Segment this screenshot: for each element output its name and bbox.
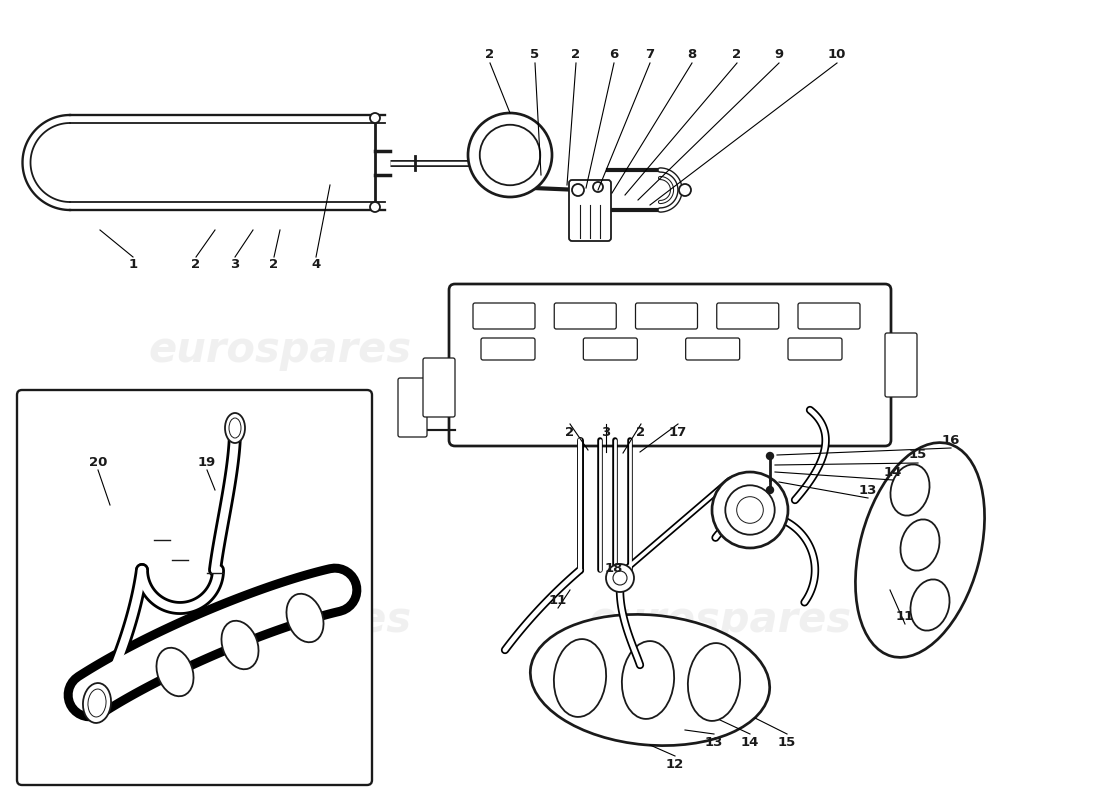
Text: 2: 2 <box>733 49 741 62</box>
Ellipse shape <box>621 641 674 719</box>
Text: eurospares: eurospares <box>148 599 411 641</box>
Circle shape <box>767 486 773 494</box>
Circle shape <box>593 182 603 192</box>
Text: 13: 13 <box>859 483 877 497</box>
Text: 10: 10 <box>828 49 846 62</box>
Text: 2: 2 <box>637 426 646 438</box>
FancyBboxPatch shape <box>398 378 427 437</box>
Circle shape <box>468 113 552 197</box>
Text: 2: 2 <box>270 258 278 271</box>
Ellipse shape <box>82 683 111 723</box>
Text: 2: 2 <box>485 49 495 62</box>
FancyBboxPatch shape <box>685 338 739 360</box>
Circle shape <box>606 564 634 592</box>
Ellipse shape <box>688 643 740 721</box>
Text: 6: 6 <box>609 49 618 62</box>
Text: 3: 3 <box>230 258 240 271</box>
Circle shape <box>679 184 691 196</box>
Ellipse shape <box>856 442 984 658</box>
Text: 11: 11 <box>549 594 568 606</box>
FancyBboxPatch shape <box>481 338 535 360</box>
Text: eurospares: eurospares <box>148 329 411 371</box>
Text: 17: 17 <box>669 426 688 438</box>
Text: 16: 16 <box>942 434 960 446</box>
Ellipse shape <box>911 579 949 630</box>
FancyBboxPatch shape <box>16 390 372 785</box>
Circle shape <box>370 202 379 212</box>
Circle shape <box>480 125 540 186</box>
Circle shape <box>572 184 584 196</box>
Text: 18: 18 <box>605 562 624 574</box>
FancyBboxPatch shape <box>583 338 637 360</box>
Text: 4: 4 <box>311 258 320 271</box>
Ellipse shape <box>229 418 241 438</box>
Ellipse shape <box>530 614 770 746</box>
Ellipse shape <box>901 519 939 570</box>
Ellipse shape <box>286 594 323 642</box>
FancyBboxPatch shape <box>788 338 842 360</box>
FancyBboxPatch shape <box>886 333 917 397</box>
Circle shape <box>767 453 773 459</box>
Text: eurospares: eurospares <box>588 599 851 641</box>
Text: 2: 2 <box>571 49 581 62</box>
Circle shape <box>725 486 774 534</box>
Text: eurospares: eurospares <box>588 329 851 371</box>
FancyBboxPatch shape <box>424 358 455 417</box>
Circle shape <box>370 113 379 123</box>
Text: 1: 1 <box>129 258 138 271</box>
Text: 7: 7 <box>646 49 654 62</box>
FancyBboxPatch shape <box>636 303 697 329</box>
FancyBboxPatch shape <box>473 303 535 329</box>
Circle shape <box>712 472 788 548</box>
Text: 2: 2 <box>191 258 200 271</box>
FancyBboxPatch shape <box>554 303 616 329</box>
Ellipse shape <box>156 648 194 696</box>
Text: 2: 2 <box>565 426 574 438</box>
Ellipse shape <box>88 689 106 717</box>
Text: 5: 5 <box>530 49 540 62</box>
FancyBboxPatch shape <box>569 180 611 241</box>
Text: 13: 13 <box>705 735 723 749</box>
Ellipse shape <box>891 465 930 515</box>
Text: 14: 14 <box>883 466 902 478</box>
Ellipse shape <box>221 621 258 670</box>
Circle shape <box>737 497 763 523</box>
Text: 3: 3 <box>602 426 610 438</box>
Circle shape <box>613 571 627 585</box>
Text: 15: 15 <box>909 449 927 462</box>
Text: 8: 8 <box>688 49 696 62</box>
Text: 9: 9 <box>774 49 783 62</box>
Text: 12: 12 <box>666 758 684 770</box>
Text: 14: 14 <box>740 735 759 749</box>
FancyBboxPatch shape <box>798 303 860 329</box>
Text: 19: 19 <box>198 455 216 469</box>
FancyBboxPatch shape <box>449 284 891 446</box>
FancyBboxPatch shape <box>717 303 779 329</box>
Ellipse shape <box>554 639 606 717</box>
Text: 15: 15 <box>778 735 796 749</box>
Text: 11: 11 <box>895 610 914 622</box>
Text: 20: 20 <box>89 455 107 469</box>
Ellipse shape <box>226 413 245 443</box>
